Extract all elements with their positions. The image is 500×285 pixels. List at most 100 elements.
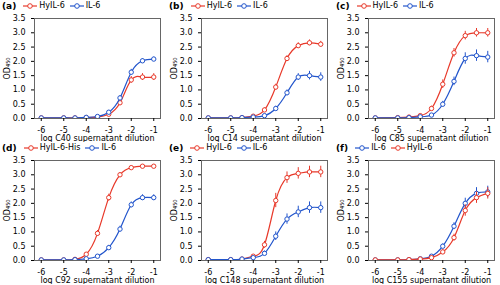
svg-text:0.0: 0.0 — [180, 256, 193, 265]
svg-text:-1: -1 — [149, 126, 158, 136]
svg-text:-2: -2 — [461, 126, 470, 136]
svg-text:1.5: 1.5 — [180, 213, 193, 222]
svg-text:-3: -3 — [104, 126, 113, 136]
svg-text:1.5: 1.5 — [13, 71, 26, 80]
svg-text:3.0: 3.0 — [13, 170, 26, 179]
svg-text:-5: -5 — [393, 126, 402, 136]
svg-text:2.0: 2.0 — [347, 57, 360, 66]
svg-text:1.0: 1.0 — [180, 85, 193, 94]
svg-text:0.5: 0.5 — [13, 242, 26, 251]
svg-text:-2: -2 — [127, 126, 136, 136]
svg-text:-3: -3 — [104, 268, 113, 278]
svg-text:log C148 supernatant dilution: log C148 supernatant dilution — [205, 276, 324, 285]
svg-text:-3: -3 — [271, 126, 280, 136]
html-text:IL-6: IL-6 — [101, 143, 116, 152]
html-text:HyIL-6: HyIL-6 — [206, 143, 232, 152]
svg-text:-5: -5 — [226, 126, 235, 136]
svg-text:log C155 supernatant dilution: log C155 supernatant dilution — [372, 276, 491, 285]
svg-text:-1: -1 — [149, 268, 158, 278]
svg-text:-3: -3 — [438, 126, 447, 136]
svg-text:log C92 supernatant dilution: log C92 supernatant dilution — [40, 276, 154, 285]
svg-text:2.5: 2.5 — [13, 185, 26, 194]
svg-text:log C14 supernatant dilution: log C14 supernatant dilution — [207, 134, 321, 143]
svg-text:1.0: 1.0 — [180, 227, 193, 236]
svg-text:1.5: 1.5 — [13, 213, 26, 222]
svg-text:2.5: 2.5 — [13, 43, 26, 52]
svg-text:-5: -5 — [59, 126, 68, 136]
svg-text:2.0: 2.0 — [13, 199, 26, 208]
svg-text:3.0: 3.0 — [347, 170, 360, 179]
svg-text:3.5: 3.5 — [180, 14, 193, 23]
svg-text:3.0: 3.0 — [347, 28, 360, 37]
html-text:HyIL-6-His: HyIL-6-His — [39, 143, 81, 152]
svg-text:3.5: 3.5 — [180, 156, 193, 165]
svg-text:3.0: 3.0 — [180, 170, 193, 179]
svg-text:3.5: 3.5 — [13, 156, 26, 165]
svg-text:2.0: 2.0 — [180, 199, 193, 208]
svg-text:OD₄₅₀: OD₄₅₀ — [337, 199, 346, 221]
svg-text:3.0: 3.0 — [180, 28, 193, 37]
svg-text:OD₄₅₀: OD₄₅₀ — [337, 57, 346, 79]
html-text:(b): (b) — [169, 1, 184, 11]
svg-text:3.0: 3.0 — [13, 28, 26, 37]
svg-text:2.0: 2.0 — [13, 57, 26, 66]
svg-text:OD₄₅₀: OD₄₅₀ — [3, 57, 12, 79]
svg-text:1.5: 1.5 — [347, 71, 360, 80]
svg-text:-6: -6 — [204, 126, 213, 136]
svg-text:0.0: 0.0 — [180, 114, 193, 123]
svg-text:3.5: 3.5 — [347, 156, 360, 165]
svg-text:2.5: 2.5 — [347, 185, 360, 194]
svg-text:-6: -6 — [371, 126, 380, 136]
html-text:HyIL-6: HyIL-6 — [39, 1, 65, 10]
svg-text:0.0: 0.0 — [347, 114, 360, 123]
svg-text:1.0: 1.0 — [347, 85, 360, 94]
svg-text:0.5: 0.5 — [13, 100, 26, 109]
svg-text:0.5: 0.5 — [180, 242, 193, 251]
svg-text:0.5: 0.5 — [180, 100, 193, 109]
svg-text:1.0: 1.0 — [13, 227, 26, 236]
svg-text:-5: -5 — [59, 268, 68, 278]
svg-text:-2: -2 — [294, 126, 303, 136]
svg-text:-2: -2 — [127, 268, 136, 278]
svg-text:OD₄₅₀: OD₄₅₀ — [170, 199, 179, 221]
svg-text:log C40 supernatant dilution: log C40 supernatant dilution — [40, 134, 154, 143]
svg-text:-4: -4 — [82, 126, 91, 136]
svg-text:-4: -4 — [249, 126, 258, 136]
svg-text:OD₄₅₀: OD₄₅₀ — [3, 199, 12, 221]
html-text:IL-6: IL-6 — [253, 1, 268, 10]
svg-text:0.5: 0.5 — [347, 242, 360, 251]
svg-text:0.0: 0.0 — [347, 256, 360, 265]
svg-text:2.0: 2.0 — [347, 199, 360, 208]
html-text:(c): (c) — [336, 1, 350, 11]
html-text:IL-6: IL-6 — [85, 1, 101, 10]
svg-text:1.5: 1.5 — [180, 71, 193, 80]
svg-text:-4: -4 — [82, 268, 91, 278]
svg-text:1.0: 1.0 — [13, 85, 26, 94]
svg-text:2.0: 2.0 — [180, 57, 193, 66]
html-text:HyIL-6: HyIL-6 — [372, 1, 398, 10]
svg-text:OD₄₅₀: OD₄₅₀ — [170, 57, 179, 79]
svg-text:2.5: 2.5 — [180, 185, 193, 194]
html-text:IL-6: IL-6 — [419, 1, 434, 10]
html-text:HyIL-6: HyIL-6 — [206, 1, 233, 10]
svg-text:-6: -6 — [37, 268, 46, 278]
html-text:(a): (a) — [2, 1, 17, 11]
html-text:(f): (f) — [336, 143, 349, 153]
html-text:(e): (e) — [169, 143, 184, 153]
svg-text:-1: -1 — [316, 126, 325, 136]
svg-text:-1: -1 — [483, 126, 492, 136]
svg-text:0.0: 0.0 — [13, 256, 26, 265]
html-text:(d): (d) — [2, 143, 17, 153]
svg-text:-4: -4 — [416, 126, 425, 136]
svg-text:0.0: 0.0 — [13, 114, 26, 123]
svg-text:3.5: 3.5 — [347, 14, 360, 23]
svg-text:2.5: 2.5 — [180, 43, 193, 52]
html-text:IL-6: IL-6 — [252, 143, 268, 152]
svg-text:2.5: 2.5 — [347, 43, 360, 52]
svg-text:1.5: 1.5 — [347, 213, 360, 222]
svg-text:1.0: 1.0 — [347, 227, 360, 236]
svg-text:0.5: 0.5 — [347, 100, 360, 109]
svg-text:-6: -6 — [37, 126, 46, 136]
svg-text:log C85 supernatant dilution: log C85 supernatant dilution — [374, 134, 488, 143]
svg-text:3.5: 3.5 — [13, 14, 26, 23]
